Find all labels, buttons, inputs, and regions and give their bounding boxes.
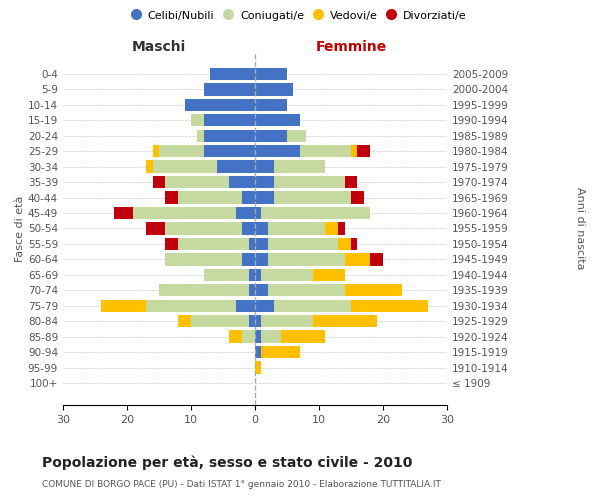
Bar: [262, 268, 313, 281]
Bar: [217, 160, 255, 173]
Bar: [262, 315, 313, 328]
Bar: [204, 114, 255, 126]
Bar: [274, 192, 351, 203]
Bar: [274, 300, 351, 312]
Bar: [255, 192, 274, 203]
Bar: [255, 253, 268, 266]
Bar: [268, 284, 344, 296]
Bar: [210, 68, 255, 80]
Bar: [313, 268, 344, 281]
Bar: [178, 192, 242, 203]
Bar: [101, 300, 146, 312]
Bar: [262, 330, 281, 343]
Text: COMUNE DI BORGO PACE (PU) - Dati ISTAT 1° gennaio 2010 - Elaborazione TUTTITALIA: COMUNE DI BORGO PACE (PU) - Dati ISTAT 1…: [42, 480, 441, 489]
Bar: [351, 238, 358, 250]
Bar: [268, 222, 325, 234]
Bar: [338, 238, 351, 250]
Bar: [248, 238, 255, 250]
Bar: [262, 346, 300, 358]
Bar: [236, 207, 255, 219]
Bar: [255, 238, 268, 250]
Bar: [204, 83, 255, 96]
Bar: [242, 330, 255, 343]
Bar: [281, 330, 325, 343]
Text: Femmine: Femmine: [316, 40, 386, 54]
Bar: [262, 207, 370, 219]
Bar: [204, 130, 255, 142]
Bar: [313, 315, 377, 328]
Bar: [255, 68, 287, 80]
Bar: [229, 330, 242, 343]
Bar: [133, 207, 236, 219]
Bar: [152, 160, 217, 173]
Bar: [255, 330, 262, 343]
Bar: [255, 160, 274, 173]
Bar: [248, 315, 255, 328]
Bar: [242, 222, 255, 234]
Bar: [255, 222, 268, 234]
Bar: [146, 222, 166, 234]
Bar: [242, 192, 255, 203]
Bar: [197, 130, 204, 142]
Bar: [300, 145, 351, 158]
Bar: [159, 145, 204, 158]
Text: Popolazione per età, sesso e stato civile - 2010: Popolazione per età, sesso e stato civil…: [42, 455, 412, 469]
Bar: [255, 176, 274, 188]
Bar: [166, 253, 242, 266]
Bar: [242, 253, 255, 266]
Bar: [248, 284, 255, 296]
Bar: [255, 145, 300, 158]
Bar: [255, 300, 274, 312]
Bar: [191, 315, 248, 328]
Bar: [255, 315, 262, 328]
Bar: [166, 192, 178, 203]
Bar: [344, 253, 370, 266]
Bar: [351, 145, 358, 158]
Bar: [358, 145, 370, 158]
Bar: [344, 176, 358, 188]
Bar: [146, 160, 152, 173]
Bar: [351, 192, 364, 203]
Bar: [274, 160, 325, 173]
Text: Maschi: Maschi: [132, 40, 186, 54]
Bar: [146, 300, 236, 312]
Bar: [351, 300, 428, 312]
Bar: [255, 130, 287, 142]
Bar: [255, 362, 262, 374]
Bar: [178, 238, 248, 250]
Bar: [268, 238, 338, 250]
Bar: [255, 346, 262, 358]
Bar: [255, 114, 300, 126]
Bar: [344, 284, 402, 296]
Bar: [248, 268, 255, 281]
Bar: [255, 98, 287, 111]
Bar: [152, 176, 166, 188]
Bar: [370, 253, 383, 266]
Bar: [236, 300, 255, 312]
Bar: [255, 83, 293, 96]
Bar: [255, 284, 268, 296]
Bar: [166, 238, 178, 250]
Bar: [229, 176, 255, 188]
Bar: [325, 222, 338, 234]
Bar: [268, 253, 344, 266]
Bar: [114, 207, 133, 219]
Bar: [274, 176, 344, 188]
Bar: [191, 114, 204, 126]
Bar: [255, 207, 262, 219]
Y-axis label: Anni di nascita: Anni di nascita: [575, 187, 585, 270]
Bar: [204, 145, 255, 158]
Bar: [166, 176, 229, 188]
Bar: [159, 284, 248, 296]
Bar: [255, 268, 262, 281]
Y-axis label: Fasce di età: Fasce di età: [15, 196, 25, 262]
Bar: [178, 315, 191, 328]
Bar: [152, 145, 159, 158]
Bar: [204, 268, 248, 281]
Bar: [185, 98, 255, 111]
Bar: [338, 222, 344, 234]
Bar: [287, 130, 306, 142]
Legend: Celibi/Nubili, Coniugati/e, Vedovi/e, Divorziati/e: Celibi/Nubili, Coniugati/e, Vedovi/e, Di…: [129, 6, 471, 25]
Bar: [166, 222, 242, 234]
